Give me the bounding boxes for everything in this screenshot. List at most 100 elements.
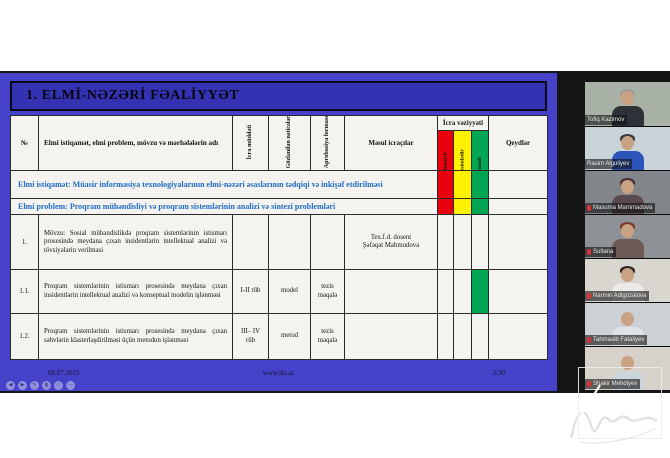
col-header-approbation: Aprobasiya forması — [310, 114, 345, 172]
status-cell — [470, 214, 490, 271]
row-expected: model — [268, 269, 311, 315]
status-cell — [453, 170, 472, 200]
status-cell — [453, 198, 472, 216]
participant-name: Tofiq Kazimov — [587, 117, 625, 123]
participant-video[interactable]: Masuma Mammadova — [585, 170, 670, 214]
notes-cell — [488, 214, 549, 271]
slide-page-number: 3/30 — [492, 369, 505, 377]
row-no: 1.2. — [10, 313, 39, 361]
participant-name-tag: Tahmasib Fataliyev — [585, 335, 648, 345]
participant-name-tag: Tofiq Kazimov — [585, 115, 628, 125]
selection-rectangle — [578, 367, 662, 439]
notes-cell — [488, 170, 549, 200]
signature-watermark — [570, 411, 658, 444]
status-col-not-executed: İcra olunmayıb — [437, 130, 454, 172]
activity-table: № Elmi istiqamət, elmi problem, mövzu və… — [10, 114, 549, 361]
activity-table-wrap: № Elmi istiqamət, elmi problem, mövzu və… — [10, 114, 549, 361]
row-approbation: tezis məqalə — [310, 269, 345, 315]
status-col-in-progress: İcra prosesindədir — [453, 130, 472, 172]
avatar-head — [621, 268, 634, 282]
next-arrow-icon[interactable]: ▶ — [18, 381, 27, 390]
row-expected: metod — [268, 313, 311, 361]
participant-name-tag: Shakir Mehdiyev — [585, 379, 641, 389]
avatar-head — [621, 180, 634, 194]
slide-title-band: 1. ELMİ-NƏZƏRİ FƏALİYYƏT — [10, 81, 547, 111]
participant-name: Rasim Alguliyev — [587, 161, 630, 167]
participant-name: Shakir Mehdiyev — [593, 381, 638, 387]
muted-mic-icon — [587, 293, 591, 299]
table-row: 1.1. Proqram sistemlərinin istismarı pro… — [10, 269, 549, 315]
row-no: 1.1. — [10, 269, 39, 315]
status-cell — [453, 214, 472, 271]
participant-video[interactable]: Shakir Mehdiyev — [585, 346, 670, 390]
section-row-direction: Elmi istiqamət: Müasir informasiya texno… — [10, 170, 438, 200]
status-cell — [470, 170, 490, 200]
col-header-term: İcra müddəti — [232, 114, 269, 172]
table-row: 1.2. Proqram sistemlərinin istismarı pro… — [10, 313, 549, 361]
col-header-expected: Gözlənilən nəticələr — [268, 114, 311, 172]
participant-name-tag: Rasim Alguliyev — [585, 159, 633, 169]
muted-mic-icon — [587, 205, 591, 211]
participant-video[interactable]: Tofiq Kazimov — [585, 82, 670, 126]
slide-date: 08.07.2025 — [48, 369, 80, 377]
slide-title: 1. ELMİ-NƏZƏRİ FƏALİYYƏT — [26, 88, 240, 103]
row-approbation: tezis məqalə — [310, 313, 345, 361]
row-executors: Tex.f.d. dosent Şəfəqət Mahmudova — [344, 214, 438, 271]
avatar-head — [621, 136, 634, 150]
section-row-problem: Elmi problem: Proqram mühəndisliyi və pr… — [10, 198, 438, 216]
participant-name: Narmin Adigozalova — [593, 293, 647, 299]
avatar-shoulders — [611, 239, 644, 258]
presentation-slide: 1. ELMİ-NƏZƏRİ FƏALİYYƏT № Elmi istiqamə… — [0, 73, 557, 391]
col-header-name: Elmi istiqamət, elmi problem, mövzu və m… — [38, 114, 233, 172]
participant-name-tag: Sultana — [585, 247, 617, 257]
participant-video[interactable]: Tahmasib Fataliyev — [585, 302, 670, 346]
status-cell — [437, 214, 454, 271]
participant-name-tag: Masuma Mammadova — [585, 203, 656, 213]
row-desc: Mövzu: Sosial mühəndislikdə proqram sist… — [38, 214, 233, 271]
row-term — [232, 214, 269, 271]
participant-video[interactable]: Narmin Adigozalova — [585, 258, 670, 302]
highlighter-icon[interactable]: ▮ — [42, 381, 51, 390]
row-term: I-II rüb — [232, 269, 269, 315]
avatar-head — [621, 224, 634, 238]
slide-footer: 08.07.2025 www.ikt.az 3/30 — [0, 369, 557, 381]
status-cell — [453, 313, 472, 361]
notes-cell — [488, 313, 549, 361]
annotation-toolbar: ◀ ▶ ✎ ▮ ◌ ⋯ — [6, 381, 75, 390]
slide-website: www.ikt.az — [262, 369, 295, 377]
table-row: 1. Mövzu: Sosial mühəndislikdə proqram s… — [10, 214, 549, 271]
avatar-head — [621, 356, 634, 370]
col-header-status: İcra vəziyyəti — [436, 114, 490, 132]
status-cell — [437, 269, 454, 315]
notes-cell — [488, 269, 549, 315]
row-executors — [344, 313, 438, 361]
muted-mic-icon — [587, 337, 591, 343]
notes-cell — [488, 198, 549, 216]
row-desc: Proqram sistemlərinin istismarı prosesin… — [38, 313, 233, 361]
more-icon[interactable]: ⋯ — [66, 381, 75, 390]
participant-name: Tahmasib Fataliyev — [593, 337, 645, 343]
status-cell — [437, 170, 454, 200]
prev-arrow-icon[interactable]: ◀ — [6, 381, 15, 390]
participant-name-tag: Narmin Adigozalova — [585, 291, 650, 301]
participant-name: Sultana — [593, 249, 614, 255]
avatar-head — [621, 91, 634, 105]
muted-mic-icon — [587, 249, 591, 255]
participant-video-strip: Tofiq Kazimov Rasim Alguliyev Masuma Mam… — [585, 82, 670, 390]
row-executors — [344, 269, 438, 315]
screen-share-region: 1. ELMİ-NƏZƏRİ FƏALİYYƏT № Elmi istiqamə… — [0, 71, 670, 393]
participant-name: Masuma Mammadova — [593, 205, 653, 211]
status-cell — [453, 269, 472, 315]
pen-icon[interactable]: ✎ — [30, 381, 39, 390]
row-term: III– IV rüb — [232, 313, 269, 361]
row-approbation — [310, 214, 345, 271]
magnifier-icon[interactable]: ◌ — [54, 381, 63, 390]
row-no: 1. — [10, 214, 39, 271]
status-cell — [470, 313, 490, 361]
row-expected — [268, 214, 311, 271]
status-cell — [437, 313, 454, 361]
status-cell — [470, 198, 490, 216]
participant-video[interactable]: Rasim Alguliyev — [585, 126, 670, 170]
participant-video[interactable]: Sultana — [585, 214, 670, 258]
